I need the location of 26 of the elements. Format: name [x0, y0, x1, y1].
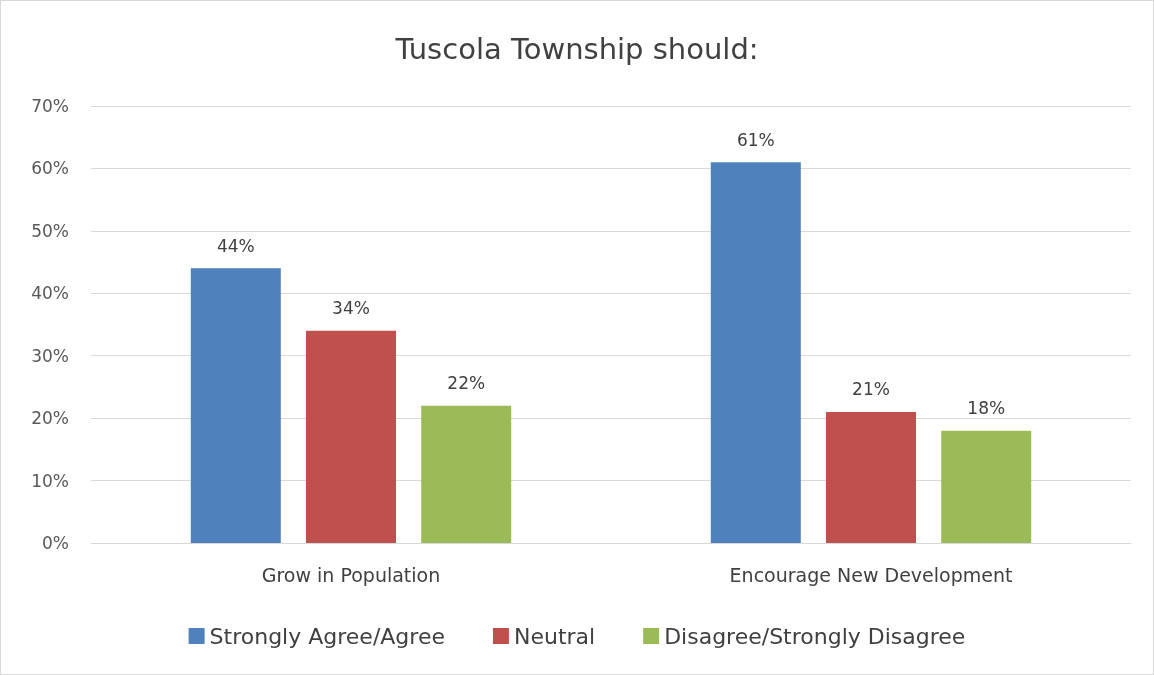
y-tick-label: 60%: [31, 158, 69, 179]
y-tick-label: 0%: [42, 533, 69, 553]
bar: [941, 430, 1032, 543]
y-tick-label: 10%: [31, 470, 69, 491]
chart-title: Tuscola Township should:: [394, 31, 759, 66]
data-label: 61%: [736, 129, 775, 150]
bar: [190, 268, 281, 543]
bar: [306, 330, 396, 543]
y-tick-label: 50%: [31, 220, 69, 241]
x-tick-label: Encourage New Development: [729, 563, 1013, 586]
bar: [421, 405, 512, 543]
data-label: 44%: [216, 235, 255, 256]
data-label: 34%: [332, 298, 370, 319]
legend-label: Neutral: [513, 623, 596, 649]
legend-label: Strongly Agree/Agree: [209, 623, 445, 649]
y-tick-label: 70%: [31, 96, 69, 116]
y-tick-label: 30%: [31, 345, 69, 366]
data-label: 18%: [967, 398, 1006, 419]
y-tick-label: 40%: [31, 283, 69, 304]
bar: [710, 162, 801, 543]
data-label: 21%: [852, 379, 890, 400]
data-label: 22%: [447, 373, 486, 394]
y-tick-label: 20%: [31, 408, 69, 429]
bar: [826, 411, 916, 543]
x-tick-label: Grow in Population: [261, 563, 441, 586]
legend-label: Disagree/Strongly Disagree: [664, 623, 966, 649]
